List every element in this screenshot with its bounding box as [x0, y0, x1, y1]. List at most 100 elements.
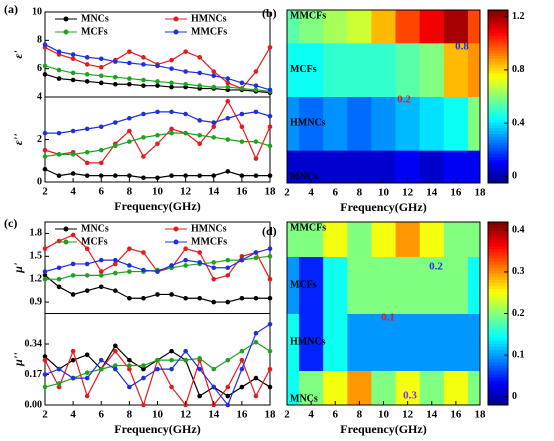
series-marker: [56, 238, 62, 244]
series-marker: [267, 254, 273, 259]
series-marker: [267, 348, 273, 354]
x-tick-label: 16: [450, 187, 462, 199]
legend-label: HMNCs: [191, 13, 227, 24]
series-line: [44, 341, 271, 388]
y-category-label: MMCFs: [290, 10, 326, 21]
series-marker: [225, 98, 231, 104]
y-category-label: HMNCs: [290, 336, 326, 347]
colorbar-segment: [488, 33, 508, 37]
series-marker: [141, 55, 146, 60]
colorbar-segment: [488, 292, 508, 296]
x-tick-label: 6: [99, 186, 105, 198]
series-marker: [84, 160, 90, 166]
x-tick-label: 18: [475, 187, 487, 199]
series-marker: [127, 384, 132, 390]
colorbar-segment: [488, 76, 508, 80]
contour-cell: [347, 96, 372, 151]
series-marker: [225, 273, 231, 278]
colorbar-segment: [488, 165, 508, 170]
series-marker: [113, 288, 118, 293]
series-marker: [84, 79, 90, 84]
series-marker: [169, 126, 174, 132]
colorbar-segment: [488, 87, 508, 92]
series-marker: [113, 120, 118, 125]
x-tick-label: 14: [208, 186, 220, 198]
x-tick-label: 16: [236, 186, 248, 198]
contour-cell: [419, 42, 445, 97]
colorbar-segment: [488, 307, 508, 311]
colorbar-tick-label: 0.8: [512, 64, 525, 75]
contour-cell: [467, 256, 481, 314]
series-marker: [169, 80, 174, 86]
colorbar-segment: [488, 47, 508, 51]
legend-marker: [173, 29, 179, 35]
series-marker: [267, 276, 273, 282]
contour-cell: [323, 256, 348, 314]
series-marker: [56, 152, 62, 157]
series-marker: [225, 76, 231, 81]
y-tick-label: 2: [37, 134, 42, 145]
series-marker: [155, 175, 160, 181]
contour-cell: [347, 313, 372, 371]
contour-cell: [323, 42, 348, 97]
contour-cell: [395, 370, 421, 406]
colorbar-segment: [488, 18, 508, 23]
series-marker: [183, 49, 188, 54]
colorbar-segment: [488, 237, 508, 241]
series-marker: [267, 45, 273, 50]
colorbar-segment: [488, 331, 508, 336]
series-marker: [239, 80, 245, 86]
legend-label: HMNCs: [191, 223, 227, 234]
series-marker: [70, 52, 76, 57]
x-tick-label: 14: [208, 409, 220, 421]
series-marker: [197, 118, 202, 123]
series-marker: [155, 109, 160, 115]
series-marker: [98, 173, 104, 178]
series-marker: [197, 393, 202, 399]
series-marker: [239, 111, 245, 117]
series-marker: [70, 375, 76, 381]
series-marker: [267, 143, 273, 149]
y-tick-label: 0.00: [25, 399, 43, 410]
x-tick-label: 10: [152, 186, 164, 198]
series-marker: [127, 128, 132, 134]
colorbar-segment: [488, 67, 508, 72]
colorbar-segment: [488, 38, 508, 43]
series-marker: [84, 173, 90, 178]
series-marker: [253, 69, 259, 74]
panel-label: (a): [4, 2, 18, 16]
legend-label: MCFs: [81, 236, 108, 247]
legend-marker: [173, 226, 179, 232]
legend-marker: [63, 29, 69, 35]
contour-cell: [323, 222, 348, 257]
contour-cell: [347, 370, 372, 406]
colorbar-segment: [488, 168, 508, 172]
y-tick-label: 10: [32, 6, 42, 17]
series-marker: [211, 299, 217, 305]
x-tick-label: 8: [357, 409, 363, 421]
x-tick-label: 2: [284, 187, 290, 199]
series-marker: [225, 115, 231, 121]
x-tick-label: 6: [99, 409, 105, 421]
contour-cell: [443, 10, 469, 44]
colorbar-segment: [488, 108, 508, 112]
series-marker: [56, 130, 62, 136]
colorbar-segment: [488, 157, 508, 161]
contour-label: 0.2: [429, 261, 443, 273]
series-marker: [225, 384, 231, 390]
colorbar-segment: [488, 340, 508, 345]
contour-cell: [371, 42, 397, 97]
series-marker: [183, 81, 188, 87]
series-marker: [183, 173, 188, 178]
series-marker: [70, 171, 76, 176]
contour-cell: [467, 370, 481, 406]
x-axis-label: Frequency(GHz): [114, 422, 200, 436]
contour-cell: [467, 10, 481, 44]
colorbar-segment: [488, 273, 508, 278]
series-marker: [42, 354, 48, 359]
series-marker: [211, 84, 217, 90]
series-marker: [211, 135, 217, 140]
series-line: [44, 323, 271, 407]
legend-label: MMCFs: [191, 26, 227, 37]
series-marker: [211, 260, 217, 265]
